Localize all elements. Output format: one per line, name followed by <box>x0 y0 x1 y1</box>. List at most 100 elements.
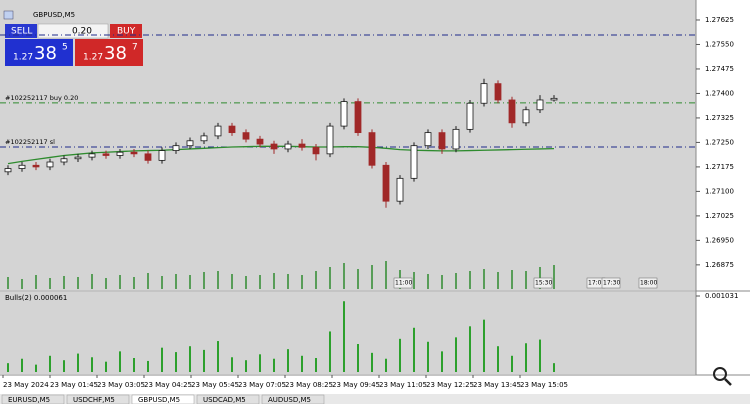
time-marker: 17:30 <box>603 280 620 287</box>
buy-price-pip[interactable]: 7 <box>132 43 138 53</box>
buy-price-prefix[interactable]: 1.27 <box>83 53 103 63</box>
tab-label[interactable]: USDCHF,M5 <box>73 396 115 404</box>
indicator-tick-label: 0.001031 <box>705 292 738 300</box>
candle-body <box>438 132 446 150</box>
candle-body <box>382 164 390 202</box>
candle-body <box>102 153 110 156</box>
y-tick-label: 1.27100 <box>705 187 734 195</box>
candle-body <box>284 143 292 150</box>
y-tick-label: 1.27250 <box>705 138 734 146</box>
candle-body <box>354 101 362 134</box>
candle-body <box>312 146 320 155</box>
buy-label[interactable]: BUY <box>117 27 136 37</box>
time-marker-box <box>393 277 413 289</box>
tab-label[interactable]: EURUSD,M5 <box>8 396 50 404</box>
candle-body <box>550 97 558 101</box>
candle-body <box>270 143 278 150</box>
x-tick-label: 23 May 01:45 <box>50 381 98 389</box>
tab-label[interactable]: AUDUSD,M5 <box>268 396 311 404</box>
candle-body <box>242 132 250 140</box>
candle-body <box>368 132 376 166</box>
zoom-icon[interactable] <box>713 367 732 386</box>
candle-body <box>424 132 432 147</box>
x-tick-label: 23 May 13:45 <box>473 381 521 389</box>
y-tick-label: 1.27625 <box>705 16 734 24</box>
x-tick-label: 23 May 11:05 <box>379 381 427 389</box>
candle-body <box>298 143 306 148</box>
candle-body <box>88 153 96 158</box>
candle-body <box>494 83 502 101</box>
x-tick-label: 23 May 03:05 <box>97 381 145 389</box>
lot-value[interactable]: 0.20 <box>72 27 92 37</box>
sell-price-pip[interactable]: 5 <box>62 43 68 53</box>
time-marker: 15:30 <box>535 280 552 287</box>
candle-body <box>32 164 40 168</box>
candle-body <box>116 151 124 156</box>
candle-body <box>256 138 264 145</box>
candle-body <box>144 153 152 161</box>
candle-body <box>200 135 208 142</box>
x-tick-label: 23 May 05:45 <box>191 381 239 389</box>
order-label: #102252117 sl <box>5 138 55 146</box>
x-tick-label: 23 May 15:05 <box>520 381 568 389</box>
candle-body <box>74 156 82 160</box>
time-marker-box <box>533 277 553 289</box>
tab-label[interactable]: USDCAD,M5 <box>203 396 246 404</box>
candle-body <box>536 99 544 111</box>
candle-body <box>158 150 166 161</box>
y-tick-label: 1.26950 <box>705 236 734 244</box>
sell-label[interactable]: SELL <box>11 27 32 37</box>
time-marker: 18:00 <box>640 280 657 287</box>
candle-body <box>228 125 236 134</box>
buy-price-main[interactable]: 38 <box>104 43 127 64</box>
candle-body <box>410 145 418 179</box>
window-icon <box>3 10 14 20</box>
tab-label[interactable]: GBPUSD,M5 <box>138 396 180 404</box>
time-marker-box <box>601 277 621 289</box>
sell-price-main[interactable]: 38 <box>34 43 57 64</box>
window-title: GBPUSD,M5 <box>33 11 75 19</box>
time-marker: 11:00 <box>395 280 412 287</box>
candle-body <box>452 128 460 150</box>
time-marker-box <box>638 277 658 289</box>
x-tick-label: 23 May 08:25 <box>285 381 333 389</box>
candle-body <box>214 125 222 137</box>
sell-price-prefix[interactable]: 1.27 <box>13 53 33 63</box>
moving-average <box>7 145 555 165</box>
buy-price-box[interactable] <box>75 39 143 66</box>
candle-body <box>326 125 334 155</box>
candle-body <box>172 145 180 151</box>
candle-body <box>522 109 530 124</box>
candle-body <box>466 102 474 130</box>
y-tick-label: 1.27550 <box>705 40 734 48</box>
x-tick-label: 23 May 12:25 <box>426 381 474 389</box>
indicator-pane <box>0 292 696 374</box>
indicator-title: Bulls(2) 0.000061 <box>5 294 67 302</box>
candle-body <box>60 158 68 163</box>
candle-body <box>130 151 138 155</box>
candle-body <box>46 161 54 168</box>
y-tick-label: 1.27475 <box>705 65 734 73</box>
x-tick-label: 23 May 2024 <box>3 381 49 389</box>
x-tick-label: 23 May 09:45 <box>332 381 380 389</box>
y-tick-label: 1.27400 <box>705 89 734 97</box>
tab-bar <box>0 394 750 404</box>
y-tick-label: 1.27025 <box>705 212 734 220</box>
y-tick-label: 1.27325 <box>705 114 734 122</box>
candle-body <box>508 99 516 124</box>
candle-body <box>4 168 12 173</box>
candle-body <box>396 177 404 202</box>
candle-body <box>480 83 488 104</box>
y-tick-label: 1.26875 <box>705 261 734 269</box>
time-marker: 17:0 <box>588 280 602 287</box>
x-tick-label: 23 May 04:25 <box>144 381 192 389</box>
y-tick-label: 1.27175 <box>705 163 734 171</box>
candle-body <box>340 101 348 127</box>
order-label: #102252117 buy 0.20 <box>5 94 78 102</box>
candle-body <box>18 164 26 169</box>
sell-price-box[interactable] <box>5 39 73 66</box>
x-tick-label: 23 May 07:05 <box>238 381 286 389</box>
candle-body <box>186 140 194 147</box>
